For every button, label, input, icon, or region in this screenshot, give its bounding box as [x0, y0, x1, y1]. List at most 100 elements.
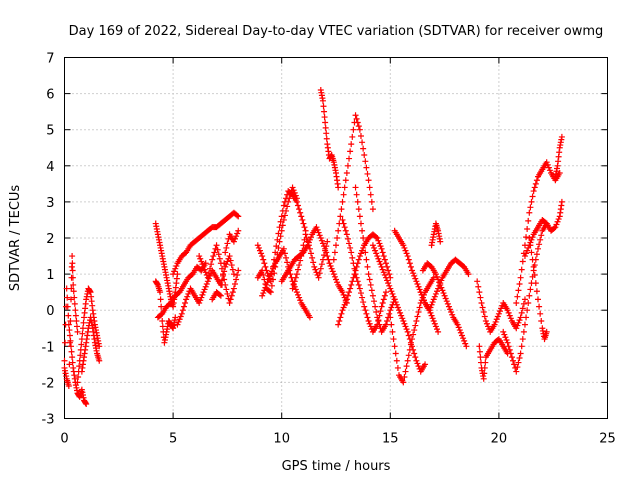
data-point	[352, 271, 359, 278]
data-point	[259, 267, 266, 274]
x-tick-label: 10	[273, 432, 290, 447]
data-point	[379, 266, 386, 273]
data-point	[373, 309, 380, 316]
data-point	[395, 307, 402, 314]
data-point	[435, 276, 442, 283]
data-point	[372, 247, 379, 254]
data-point	[328, 265, 335, 272]
data-point	[367, 323, 374, 330]
data-point	[420, 297, 427, 304]
data-point	[365, 271, 372, 278]
data-point	[533, 288, 540, 295]
data-point	[553, 221, 560, 228]
data-point	[534, 296, 541, 303]
data-point	[558, 133, 565, 140]
data-point	[526, 209, 533, 216]
data-point	[502, 334, 509, 341]
data-point	[373, 234, 380, 241]
data-point	[428, 301, 435, 308]
data-point	[532, 280, 539, 287]
data-point	[503, 336, 510, 343]
data-point	[481, 313, 488, 320]
data-point	[303, 235, 310, 241]
data-point	[498, 305, 505, 312]
data-point	[215, 251, 222, 258]
data-point	[312, 266, 319, 273]
data-point	[71, 300, 78, 307]
data-point	[337, 213, 344, 220]
data-point	[348, 141, 355, 148]
data-point	[393, 357, 400, 364]
data-point	[200, 289, 207, 296]
data-point	[369, 242, 376, 249]
data-point	[255, 244, 262, 251]
data-point	[354, 198, 361, 205]
data-point	[496, 308, 503, 315]
data-point	[531, 272, 538, 279]
data-point	[220, 271, 227, 278]
data-point	[64, 294, 71, 301]
data-point	[442, 295, 449, 302]
data-point	[412, 354, 419, 361]
data-point	[378, 245, 385, 252]
data-point	[65, 312, 72, 319]
data-point	[376, 258, 383, 265]
data-point	[388, 321, 395, 328]
data-point	[414, 281, 421, 288]
data-point	[384, 263, 391, 270]
data-point	[494, 313, 501, 320]
data-point	[230, 285, 237, 292]
data-point	[331, 273, 338, 280]
data-point	[458, 332, 465, 339]
data-point	[290, 187, 297, 194]
data-point	[197, 255, 204, 262]
data-point	[352, 184, 359, 191]
data-point	[475, 283, 482, 290]
data-point	[518, 309, 525, 316]
data-point	[533, 177, 540, 184]
data-point	[293, 271, 300, 278]
data-point	[223, 244, 230, 251]
data-point	[382, 274, 389, 281]
data-point	[305, 242, 312, 249]
data-point	[368, 287, 375, 294]
data-point	[394, 304, 401, 311]
data-point	[266, 273, 273, 280]
data-point	[322, 247, 329, 254]
data-point	[278, 227, 285, 234]
data-point	[366, 184, 373, 191]
data-point	[294, 266, 301, 273]
data-point	[256, 247, 263, 254]
data-point	[341, 224, 348, 231]
data-point	[235, 227, 242, 234]
data-point	[316, 270, 323, 277]
y-tick-label: 4	[46, 160, 54, 175]
data-point	[377, 261, 384, 268]
data-point	[501, 331, 508, 338]
y-tick-label: 6	[46, 88, 54, 103]
data-point	[299, 247, 306, 254]
data-point	[361, 242, 368, 249]
data-point	[338, 206, 345, 213]
data-point	[527, 242, 534, 249]
data-point	[306, 245, 313, 252]
data-point	[204, 274, 211, 281]
y-tick-label: -2	[42, 376, 55, 391]
data-point	[339, 289, 346, 296]
data-point	[432, 290, 439, 297]
data-point	[538, 232, 545, 239]
data-point	[353, 191, 360, 198]
data-point	[331, 249, 338, 256]
data-point	[448, 309, 455, 316]
data-point	[292, 274, 299, 281]
data-point	[310, 259, 317, 266]
data-point	[422, 361, 429, 368]
data-point	[513, 368, 520, 375]
data-point	[427, 304, 434, 311]
data-point	[296, 262, 303, 269]
data-point	[199, 261, 206, 268]
data-point	[520, 328, 527, 335]
data-point	[379, 249, 386, 256]
data-point	[369, 292, 376, 299]
data-point	[357, 250, 364, 257]
